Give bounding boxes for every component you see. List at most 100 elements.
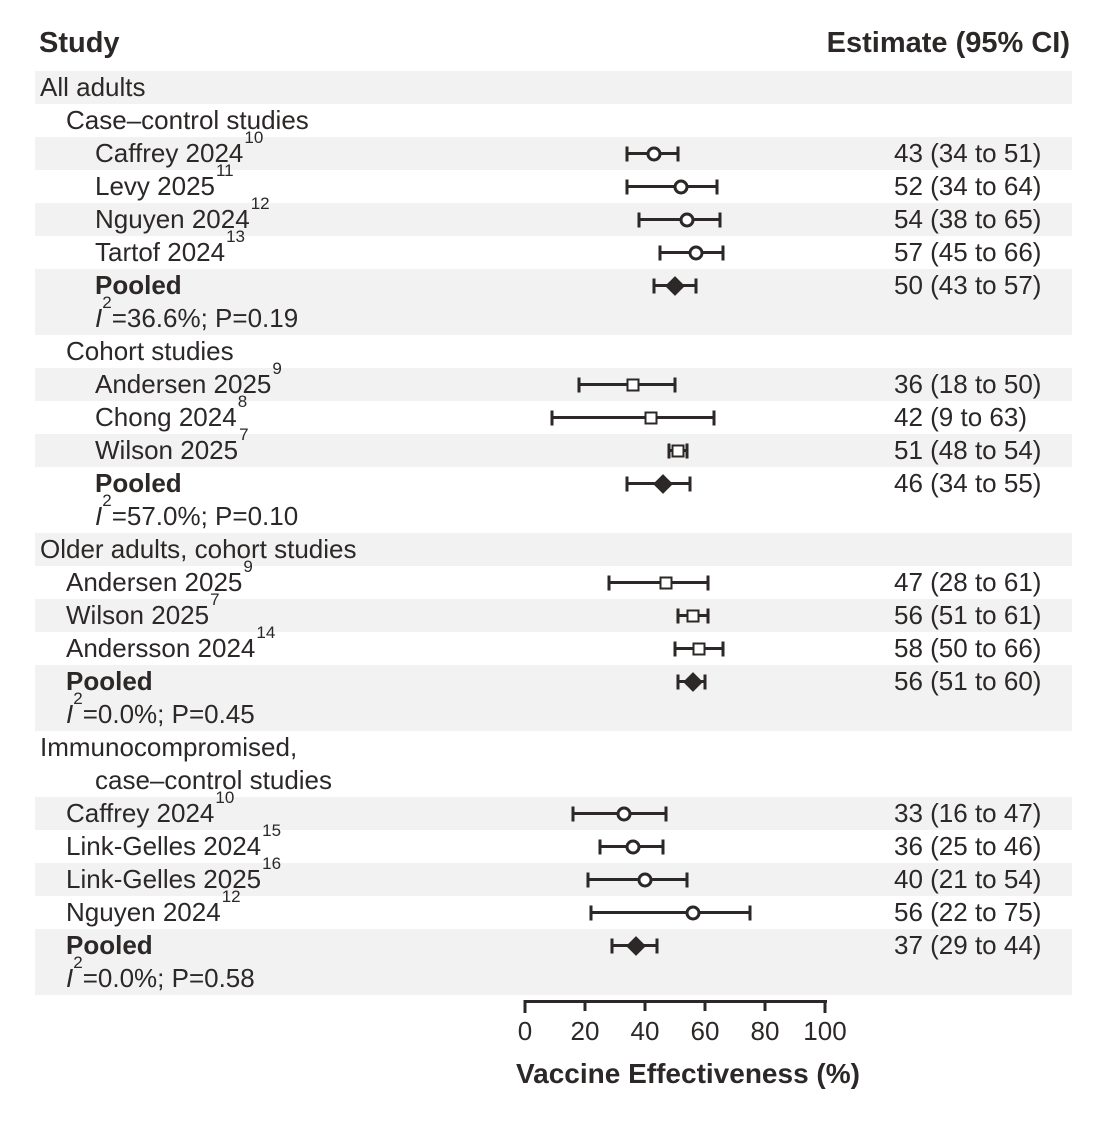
- label-text: Andersen 2025: [66, 567, 243, 597]
- x-axis-tick-label: 100: [803, 1016, 847, 1046]
- squared-superscript: 2: [73, 689, 83, 709]
- reference-superscript: 16: [262, 854, 282, 874]
- square-marker: [686, 609, 700, 622]
- study-label: Caffrey 202410: [66, 789, 234, 830]
- heterogeneity-label: I2=0.0%; P=0.58: [66, 954, 255, 995]
- section-label: Immunocompromised,: [40, 731, 297, 764]
- estimate-value: 52 (34 to 64): [894, 171, 1042, 201]
- ci-track: [525, 467, 825, 500]
- ci-cap-left: [673, 641, 677, 656]
- heterogeneity-stats: =0.0%; P=0.58: [82, 963, 255, 993]
- estimate-column-header: Estimate (95% CI): [826, 27, 1070, 59]
- squared-superscript: 2: [73, 953, 83, 973]
- estimate-value: 57 (45 to 66): [894, 237, 1042, 267]
- x-axis-line: [524, 1000, 827, 1003]
- pooled-row: Pooled 56 (51 to 60): [35, 665, 1072, 698]
- ci-cap-left: [676, 674, 680, 689]
- ci-line: [627, 185, 717, 188]
- ci-cap-left: [607, 575, 611, 590]
- estimate-value: 42 (9 to 63): [894, 402, 1027, 432]
- study-label: Chong 20248: [95, 393, 247, 434]
- estimate-value: 37 (29 to 44): [894, 930, 1042, 960]
- reference-superscript: 9: [272, 359, 282, 379]
- group-header-row: Older adults, cohort studies: [35, 533, 1072, 566]
- ci-track: [525, 368, 825, 401]
- reference-superscript: 13: [226, 227, 246, 247]
- ci-cap-left: [571, 806, 575, 821]
- ci-cap-left: [667, 443, 671, 458]
- square-marker: [692, 642, 706, 655]
- study-row: Andersen 20259 47 (28 to 61): [35, 558, 1072, 599]
- x-axis-tick-label: 20: [570, 1016, 600, 1046]
- label-text: Link-Gelles 2024: [66, 831, 262, 861]
- estimate-value: 50 (43 to 57): [894, 270, 1042, 300]
- reference-superscript: 14: [256, 623, 276, 643]
- label-text: Cohort studies: [66, 336, 234, 366]
- ci-cap-left: [652, 278, 656, 293]
- reference-superscript: 7: [210, 590, 220, 610]
- group-header-row: All adults: [35, 71, 1072, 104]
- label-text: I: [66, 963, 74, 993]
- ci-track: [525, 203, 825, 236]
- label-text: Immunocompromised,: [40, 732, 298, 762]
- ci-cap-right: [685, 443, 689, 458]
- circle-marker: [685, 905, 701, 920]
- label-text: I: [95, 501, 103, 531]
- reference-superscript: 15: [262, 821, 282, 841]
- section-label: All adults: [40, 71, 146, 104]
- study-label: Andersson 202414: [66, 624, 275, 665]
- ci-track: [525, 434, 825, 467]
- label-text: All adults: [40, 72, 146, 102]
- heterogeneity-label: I2=57.0%; P=0.10: [95, 492, 298, 533]
- label-text: Caffrey 2024: [95, 138, 244, 168]
- pooled-label: Pooled: [95, 269, 182, 302]
- ci-cap-right: [661, 839, 665, 854]
- ci-cap-right: [688, 476, 692, 491]
- circle-marker: [688, 245, 704, 260]
- ci-cap-right: [676, 146, 680, 161]
- ci-cap-right: [748, 905, 752, 920]
- diamond-marker: [683, 671, 703, 692]
- subgroup-header-row: Case–control studies: [35, 104, 1072, 137]
- ci-cap-right: [706, 575, 710, 590]
- study-label: Andersen 20259: [66, 558, 253, 599]
- ci-cap-right: [694, 278, 698, 293]
- x-axis-tick-label: 80: [750, 1016, 780, 1046]
- label-text: Link-Gelles 2025: [66, 864, 262, 894]
- diamond-marker: [653, 473, 673, 494]
- ci-track: [525, 896, 825, 929]
- estimate-value: 56 (51 to 61): [894, 600, 1042, 630]
- group-header-row: case–control studies: [35, 764, 1072, 797]
- estimate-value: 56 (51 to 60): [894, 666, 1042, 696]
- study-row: Link-Gelles 202516 40 (21 to 54): [35, 855, 1072, 896]
- ci-cap-left: [625, 179, 629, 194]
- study-row: Nguyen 202412 56 (22 to 75): [35, 888, 1072, 929]
- study-label: Tartof 202413: [95, 228, 245, 269]
- label-text: Wilson 2025: [66, 600, 210, 630]
- pooled-row: Pooled 37 (29 to 44): [35, 929, 1072, 962]
- ci-track: [525, 929, 825, 962]
- heterogeneity-label: I2=36.6%; P=0.19: [95, 294, 298, 335]
- ci-track: [525, 797, 825, 830]
- section-label: Older adults, cohort studies: [40, 533, 357, 566]
- ci-cap-left: [637, 212, 641, 227]
- ci-cap-right: [664, 806, 668, 821]
- study-row: Tartof 202413 57 (45 to 66): [35, 228, 1072, 269]
- estimate-value: 46 (34 to 55): [894, 468, 1042, 498]
- ci-cap-left: [676, 608, 680, 623]
- study-label: Caffrey 202410: [95, 129, 263, 170]
- reference-superscript: 7: [239, 425, 249, 445]
- ci-cap-left: [550, 410, 554, 425]
- ci-track: [525, 566, 825, 599]
- label-text: I: [66, 699, 74, 729]
- ci-cap-right: [715, 179, 719, 194]
- study-row: Caffrey 202410 33 (16 to 47): [35, 789, 1072, 830]
- heterogeneity-label: I2=0.0%; P=0.45: [66, 690, 255, 731]
- label-text: Nguyen 2024: [95, 204, 250, 234]
- circle-marker: [616, 806, 632, 821]
- ci-cap-left: [610, 938, 614, 953]
- squared-superscript: 2: [102, 491, 112, 511]
- ci-cap-left: [589, 905, 593, 920]
- study-row: Wilson 20257 51 (48 to 54): [35, 426, 1072, 467]
- label-text: Case–control studies: [66, 105, 309, 135]
